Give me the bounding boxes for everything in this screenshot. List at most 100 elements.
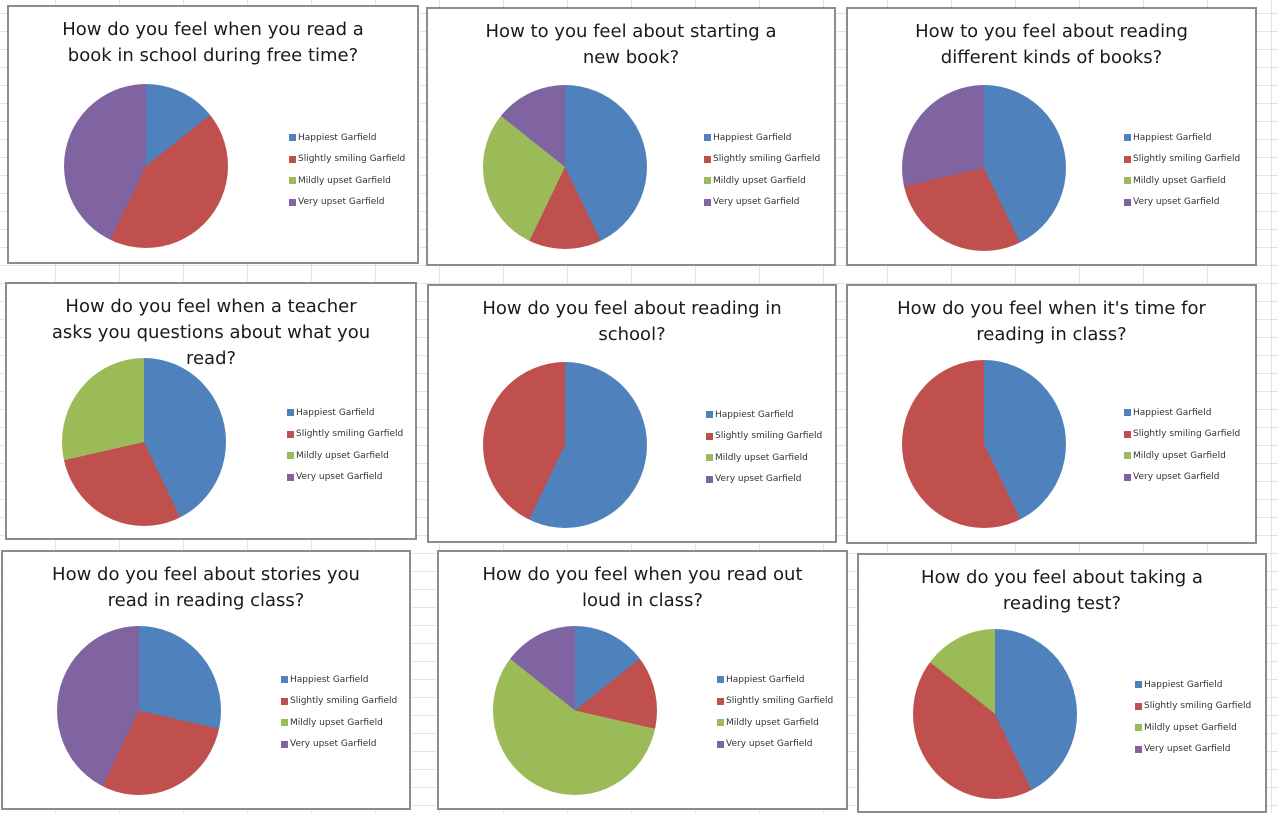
happiest-swatch-icon <box>706 411 713 419</box>
legend-item: Happiest Garfield <box>1124 127 1240 149</box>
happiest-swatch-icon <box>1124 134 1131 142</box>
pie-chart[interactable] <box>902 360 1066 528</box>
pie-chart[interactable] <box>493 626 657 795</box>
legend-item: Very upset Garfield <box>1124 192 1240 214</box>
legend-label: Very upset Garfield <box>1144 744 1231 755</box>
chart-legend: Happiest Garfield Slightly smiling Garfie… <box>289 127 405 213</box>
legend-label: Mildly upset Garfield <box>715 452 808 463</box>
legend-item: Happiest Garfield <box>287 402 403 424</box>
legend-item: Slightly smiling Garfield <box>1124 149 1240 171</box>
chart-panel-reading-in-school[interactable]: How do you feel about reading in school?… <box>427 284 837 543</box>
legend-item: Mildly upset Garfield <box>706 447 822 469</box>
legend-label: Happiest Garfield <box>296 407 375 418</box>
slightly-smiling-swatch-icon <box>281 697 288 705</box>
chart-title: How do you feel when a teacher asks you … <box>51 296 371 369</box>
legend-label: Happiest Garfield <box>1133 132 1212 143</box>
chart-legend: Happiest Garfield Slightly smiling Garfie… <box>1124 127 1240 213</box>
legend-item: Very upset Garfield <box>1135 739 1251 761</box>
legend-label: Mildly upset Garfield <box>713 175 806 186</box>
legend-label: Very upset Garfield <box>726 739 813 750</box>
legend-item: Slightly smiling Garfield <box>287 424 403 446</box>
legend-label: Slightly smiling Garfield <box>1144 701 1252 712</box>
chart-title: How do you feel when it's time for readi… <box>897 298 1206 345</box>
legend-item: Mildly upset Garfield <box>1135 717 1251 739</box>
happiest-swatch-icon <box>1135 681 1142 689</box>
chart-legend: Happiest Garfield Slightly smiling Garfie… <box>281 669 397 755</box>
mildly-upset-swatch-icon <box>704 177 711 185</box>
happiest-swatch-icon <box>287 409 294 417</box>
legend-item: Happiest Garfield <box>1124 402 1240 424</box>
very-upset-swatch-icon <box>1124 473 1131 481</box>
legend-label: Very upset Garfield <box>290 739 377 750</box>
legend-label: Mildly upset Garfield <box>296 450 389 461</box>
pie-chart[interactable] <box>57 626 221 795</box>
legend-item: Mildly upset Garfield <box>281 712 397 734</box>
chart-panel-teacher-questions[interactable]: How do you feel when a teacher asks you … <box>5 282 417 540</box>
happiest-swatch-icon <box>704 134 711 142</box>
very-upset-swatch-icon <box>717 740 724 748</box>
legend-label: Happiest Garfield <box>715 409 794 420</box>
pie-chart[interactable] <box>64 84 228 248</box>
happiest-swatch-icon <box>717 676 724 684</box>
mildly-upset-swatch-icon <box>717 719 724 727</box>
mildly-upset-swatch-icon <box>1124 452 1131 460</box>
legend-label: Happiest Garfield <box>298 132 377 143</box>
legend-label: Mildly upset Garfield <box>1144 722 1237 733</box>
legend-label: Happiest Garfield <box>290 674 369 685</box>
pie-chart[interactable] <box>483 362 647 528</box>
chart-legend: Happiest Garfield Slightly smiling Garfie… <box>706 404 822 490</box>
mildly-upset-swatch-icon <box>289 177 296 185</box>
legend-item: Very upset Garfield <box>289 192 405 214</box>
legend-label: Very upset Garfield <box>298 197 385 208</box>
legend-label: Mildly upset Garfield <box>290 717 383 728</box>
chart-panel-free-time[interactable]: How do you feel when you read a book in … <box>7 5 419 264</box>
legend-item: Slightly smiling Garfield <box>289 149 405 171</box>
pie-chart[interactable] <box>913 629 1077 799</box>
happiest-swatch-icon <box>281 676 288 684</box>
very-upset-swatch-icon <box>1135 745 1142 753</box>
legend-item: Mildly upset Garfield <box>1124 170 1240 192</box>
legend-label: Slightly smiling Garfield <box>298 154 406 165</box>
legend-label: Slightly smiling Garfield <box>715 431 823 442</box>
legend-item: Slightly smiling Garfield <box>281 691 397 713</box>
legend-label: Very upset Garfield <box>713 197 800 208</box>
legend-item: Slightly smiling Garfield <box>1124 424 1240 446</box>
legend-label: Mildly upset Garfield <box>726 717 819 728</box>
happiest-swatch-icon <box>1124 409 1131 417</box>
pie-chart[interactable] <box>902 85 1066 251</box>
chart-panel-reading-test[interactable]: How do you feel about taking a reading t… <box>857 553 1267 813</box>
legend-label: Mildly upset Garfield <box>298 175 391 186</box>
mildly-upset-swatch-icon <box>281 719 288 727</box>
legend-label: Slightly smiling Garfield <box>726 696 834 707</box>
legend-item: Mildly upset Garfield <box>704 170 820 192</box>
legend-item: Very upset Garfield <box>281 734 397 756</box>
slightly-smiling-swatch-icon <box>717 697 724 705</box>
legend-label: Slightly smiling Garfield <box>1133 429 1241 440</box>
legend-label: Very upset Garfield <box>1133 472 1220 483</box>
slightly-smiling-swatch-icon <box>1124 430 1131 438</box>
legend-item: Very upset Garfield <box>1124 467 1240 489</box>
chart-panel-different-books[interactable]: How to you feel about reading different … <box>846 7 1257 266</box>
pie-chart[interactable] <box>62 358 226 526</box>
chart-panel-read-aloud[interactable]: How do you feel when you read out loud i… <box>437 550 848 810</box>
legend-item: Happiest Garfield <box>289 127 405 149</box>
legend-item: Slightly smiling Garfield <box>704 149 820 171</box>
chart-panel-new-book[interactable]: How to you feel about starting a new boo… <box>426 7 836 266</box>
legend-label: Mildly upset Garfield <box>1133 450 1226 461</box>
very-upset-swatch-icon <box>704 198 711 206</box>
chart-title: How do you feel about taking a reading t… <box>921 567 1203 614</box>
legend-label: Happiest Garfield <box>726 674 805 685</box>
legend-item: Mildly upset Garfield <box>289 170 405 192</box>
chart-title: How to you feel about starting a new boo… <box>485 21 777 68</box>
slightly-smiling-swatch-icon <box>706 432 713 440</box>
legend-item: Very upset Garfield <box>287 467 403 489</box>
slightly-smiling-swatch-icon <box>1135 702 1142 710</box>
very-upset-swatch-icon <box>281 740 288 748</box>
legend-label: Slightly smiling Garfield <box>290 696 398 707</box>
legend-label: Slightly smiling Garfield <box>713 154 821 165</box>
legend-item: Happiest Garfield <box>281 669 397 691</box>
chart-panel-stories[interactable]: How do you feel about stories you read i… <box>1 550 411 810</box>
pie-chart[interactable] <box>483 85 647 249</box>
legend-label: Mildly upset Garfield <box>1133 175 1226 186</box>
chart-panel-reading-time[interactable]: How do you feel when it's time for readi… <box>846 284 1257 544</box>
